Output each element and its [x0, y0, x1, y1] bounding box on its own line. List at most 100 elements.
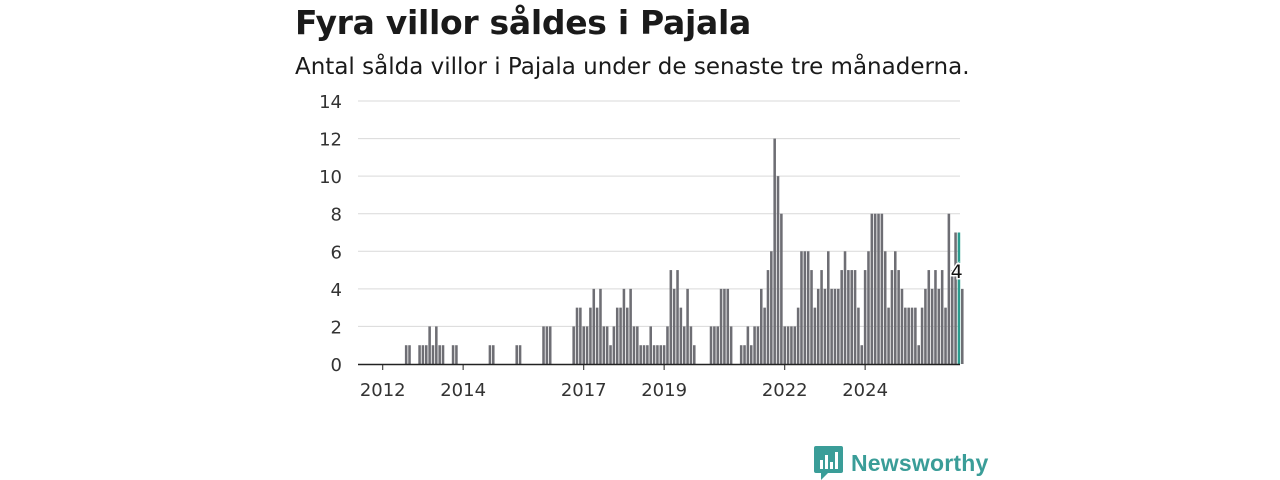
- bar: [649, 326, 652, 364]
- y-tick-label: 12: [319, 130, 342, 151]
- bar: [455, 345, 458, 364]
- bar: [806, 251, 810, 364]
- bar: [873, 213, 877, 364]
- bar: [579, 307, 582, 364]
- bar: [840, 270, 843, 364]
- bar: [599, 288, 602, 364]
- bar: [693, 345, 696, 364]
- bar: [813, 307, 817, 364]
- bar: [870, 213, 874, 364]
- bar: [877, 213, 880, 364]
- bar: [944, 307, 947, 364]
- bar: [686, 288, 689, 364]
- bar: [897, 270, 900, 364]
- bar: [582, 326, 585, 364]
- bar: [853, 270, 857, 364]
- bar: [927, 270, 931, 364]
- data-label-last: 4: [951, 261, 963, 283]
- bar: [800, 251, 803, 364]
- bar: [602, 326, 606, 364]
- bar: [719, 288, 723, 364]
- bar: [615, 307, 619, 364]
- bar: [880, 213, 884, 364]
- bar: [850, 270, 853, 364]
- bar: [542, 326, 545, 364]
- bar: [441, 345, 445, 364]
- bar: [421, 345, 425, 364]
- bar: [716, 326, 719, 364]
- bar: [753, 326, 756, 364]
- bar: [890, 270, 894, 364]
- bar: [408, 345, 411, 364]
- bar: [810, 270, 813, 364]
- bar: [682, 326, 686, 364]
- bar: [666, 326, 669, 364]
- bar: [776, 176, 780, 364]
- bar: [726, 288, 730, 364]
- bar: [857, 307, 860, 364]
- bar: [773, 138, 776, 364]
- y-tick-label: 6: [331, 242, 342, 263]
- bar: [632, 326, 636, 364]
- bar: [723, 288, 726, 364]
- bar: [595, 307, 599, 364]
- bar: [833, 288, 837, 364]
- bar: [652, 345, 656, 364]
- bar: [867, 251, 870, 364]
- bar: [766, 270, 770, 364]
- bar: [823, 288, 827, 364]
- bar: [605, 326, 609, 364]
- bar: [585, 326, 589, 364]
- bar: [656, 345, 659, 364]
- bar: [612, 326, 616, 364]
- data-labels: 4: [949, 259, 964, 284]
- bar: [961, 288, 964, 364]
- bar: [492, 345, 495, 364]
- bars: [404, 138, 964, 364]
- newsworthy-logo-icon: [814, 446, 843, 480]
- bar: [894, 251, 897, 364]
- bar: [786, 326, 790, 364]
- bar: [924, 288, 927, 364]
- newsworthy-logo[interactable]: Newsworthy: [814, 446, 988, 480]
- bar: [770, 251, 773, 364]
- bar: [435, 326, 438, 364]
- bar: [713, 326, 716, 364]
- bar: [930, 288, 934, 364]
- bar: [669, 270, 673, 364]
- bar: [672, 288, 676, 364]
- bar: [847, 270, 850, 364]
- bar: [626, 307, 629, 364]
- bar: [954, 232, 957, 364]
- y-tick-label: 4: [331, 280, 342, 301]
- bar: [937, 288, 941, 364]
- bar: [592, 288, 596, 364]
- bar: [756, 326, 760, 364]
- x-tick-label: 2019: [641, 380, 687, 401]
- brand-name: Newsworthy: [851, 449, 989, 476]
- bar: [816, 288, 820, 364]
- bar: [883, 251, 887, 364]
- bar: [783, 326, 786, 364]
- bar: [629, 288, 632, 364]
- bar: [642, 345, 646, 364]
- bar: [860, 345, 864, 364]
- x-axis-ticks: 2012 2014 2017 2019 2022 2024: [360, 364, 888, 401]
- bar: [488, 345, 492, 364]
- x-tick-label: 2012: [360, 380, 406, 401]
- bar: [863, 270, 867, 364]
- bar: [914, 307, 917, 364]
- chart-title: Fyra villor såldes i Pajala: [295, 3, 751, 42]
- bar: [796, 307, 800, 364]
- bar: [438, 345, 441, 364]
- bar: [729, 326, 733, 364]
- bar: [425, 345, 428, 364]
- x-tick-label: 2022: [762, 380, 808, 401]
- bar: [934, 270, 937, 364]
- bar-highlight: [957, 232, 961, 364]
- bar: [575, 307, 579, 364]
- bar: [746, 326, 750, 364]
- bar: [676, 270, 679, 364]
- bar: [659, 345, 663, 364]
- y-tick-label: 8: [331, 205, 342, 226]
